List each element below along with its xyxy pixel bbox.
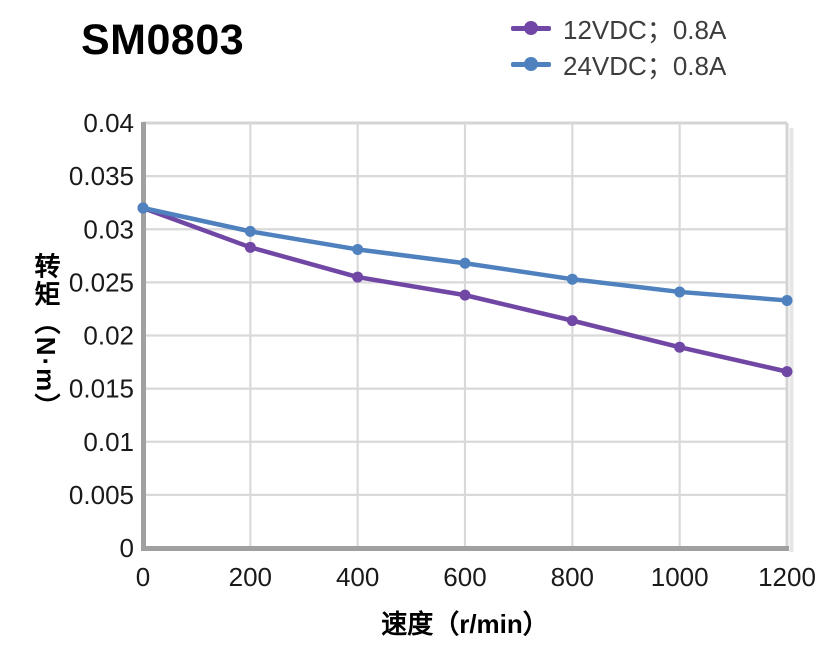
legend-marker-line xyxy=(511,21,551,35)
y-axis-title: 转矩（N·m） xyxy=(31,252,61,422)
y-tick-label: 0.015 xyxy=(69,374,134,404)
data-point-marker xyxy=(566,273,578,285)
data-point-marker xyxy=(244,225,256,237)
data-point-marker xyxy=(459,257,471,269)
x-tick-label: 1200 xyxy=(758,562,816,592)
legend-item: 24VDC；0.8A xyxy=(511,46,726,82)
x-tick-label: 600 xyxy=(443,562,486,592)
data-point-marker xyxy=(137,202,149,214)
legend: 12VDC；0.8A 24VDC；0.8A xyxy=(511,10,726,82)
y-tick-label: 0.04 xyxy=(83,108,134,138)
y-tick-label: 0 xyxy=(120,533,134,563)
x-tick-label: 0 xyxy=(136,562,150,592)
legend-marker-line xyxy=(511,57,551,71)
y-tick-label: 0.02 xyxy=(83,321,134,351)
data-point-marker xyxy=(352,243,364,255)
y-tick-label: 0.03 xyxy=(83,214,134,244)
data-point-marker xyxy=(566,315,578,327)
data-point-marker xyxy=(674,286,686,298)
y-tick-label: 0.005 xyxy=(69,480,134,510)
data-point-marker xyxy=(244,241,256,253)
x-tick-label: 800 xyxy=(551,562,594,592)
data-point-marker xyxy=(459,289,471,301)
data-point-marker xyxy=(674,341,686,353)
legend-item: 12VDC；0.8A xyxy=(511,10,726,46)
y-tick-label: 0.01 xyxy=(83,427,134,457)
legend-marker-dot xyxy=(524,57,538,71)
chart-title: SM0803 xyxy=(81,16,245,64)
x-tick-label: 1000 xyxy=(651,562,709,592)
data-point-marker xyxy=(352,271,364,283)
legend-label: 12VDC；0.8A xyxy=(563,14,727,45)
y-tick-label: 0.025 xyxy=(69,267,134,297)
data-point-marker xyxy=(781,366,793,378)
legend-label: 24VDC；0.8A xyxy=(563,50,727,81)
x-tick-label: 200 xyxy=(229,562,272,592)
x-tick-label: 400 xyxy=(336,562,379,592)
legend-marker-dot xyxy=(524,21,538,35)
x-axis-title: 速度（r/min） xyxy=(381,609,549,639)
data-point-marker xyxy=(781,294,793,306)
y-tick-label: 0.035 xyxy=(69,161,134,191)
